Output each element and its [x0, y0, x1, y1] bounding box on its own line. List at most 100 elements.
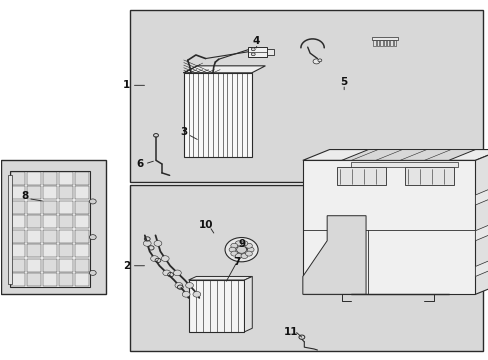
- Bar: [75, 273, 89, 287]
- Bar: [11, 201, 25, 214]
- Bar: [372, 40, 375, 46]
- Bar: [43, 259, 57, 272]
- Bar: [248, 47, 266, 57]
- Bar: [43, 201, 57, 214]
- Bar: [75, 230, 89, 243]
- Circle shape: [173, 270, 181, 276]
- Polygon shape: [302, 149, 488, 160]
- Circle shape: [245, 243, 252, 248]
- Bar: [75, 244, 89, 257]
- Bar: [10, 171, 90, 287]
- Circle shape: [312, 59, 319, 64]
- Bar: [43, 186, 57, 199]
- Circle shape: [251, 48, 255, 51]
- Polygon shape: [183, 66, 265, 73]
- Circle shape: [235, 241, 242, 246]
- Circle shape: [247, 247, 254, 252]
- Circle shape: [241, 241, 247, 246]
- Text: 10: 10: [198, 220, 212, 230]
- Polygon shape: [188, 276, 252, 280]
- Bar: [11, 259, 25, 272]
- Bar: [27, 201, 41, 214]
- Bar: [43, 244, 57, 257]
- Circle shape: [89, 235, 96, 240]
- Circle shape: [193, 292, 201, 297]
- Polygon shape: [474, 223, 488, 241]
- Bar: [11, 172, 25, 185]
- Text: 9: 9: [238, 239, 245, 249]
- Polygon shape: [302, 216, 366, 294]
- Circle shape: [161, 256, 169, 261]
- Bar: [75, 172, 89, 185]
- Text: 11: 11: [283, 327, 297, 337]
- Circle shape: [245, 251, 252, 256]
- Bar: [59, 172, 73, 185]
- Bar: [11, 244, 25, 257]
- Polygon shape: [474, 258, 488, 276]
- Circle shape: [150, 256, 158, 261]
- Circle shape: [251, 53, 255, 56]
- Text: 4: 4: [252, 36, 260, 46]
- Bar: [27, 259, 41, 272]
- Bar: [404, 167, 453, 185]
- Text: 2: 2: [123, 261, 130, 271]
- Circle shape: [235, 253, 242, 258]
- Circle shape: [182, 292, 190, 297]
- Bar: [11, 215, 25, 228]
- Bar: [59, 230, 73, 243]
- Bar: [59, 215, 73, 228]
- Bar: [75, 259, 89, 272]
- Bar: [59, 201, 73, 214]
- Circle shape: [230, 251, 237, 256]
- Polygon shape: [474, 187, 488, 205]
- Text: 5: 5: [340, 77, 347, 87]
- Bar: [383, 40, 385, 46]
- Bar: [27, 273, 41, 287]
- Bar: [43, 230, 57, 243]
- Bar: [130, 10, 482, 182]
- Bar: [11, 186, 25, 199]
- Bar: [351, 162, 458, 167]
- Bar: [43, 215, 57, 228]
- Bar: [59, 186, 73, 199]
- Bar: [27, 172, 41, 185]
- Bar: [336, 167, 385, 185]
- Bar: [59, 273, 73, 287]
- Bar: [1, 160, 106, 294]
- Bar: [266, 49, 273, 55]
- Circle shape: [89, 270, 96, 275]
- Bar: [27, 230, 41, 243]
- Circle shape: [317, 59, 321, 62]
- Bar: [27, 244, 41, 257]
- Bar: [59, 244, 73, 257]
- Circle shape: [143, 240, 151, 246]
- Circle shape: [163, 270, 170, 276]
- Circle shape: [241, 253, 247, 258]
- Text: 3: 3: [180, 127, 187, 137]
- Bar: [376, 40, 378, 46]
- Circle shape: [230, 243, 237, 248]
- Bar: [75, 186, 89, 199]
- Bar: [27, 186, 41, 199]
- Circle shape: [89, 199, 96, 204]
- Bar: [75, 215, 89, 228]
- Bar: [11, 230, 25, 243]
- Text: 1: 1: [123, 80, 130, 90]
- Circle shape: [185, 283, 193, 288]
- Bar: [183, 73, 251, 157]
- Polygon shape: [474, 149, 488, 294]
- Circle shape: [154, 240, 162, 246]
- Bar: [43, 273, 57, 287]
- Bar: [389, 40, 392, 46]
- Bar: [302, 160, 474, 294]
- Text: 7: 7: [233, 257, 241, 267]
- Polygon shape: [341, 149, 474, 160]
- Text: 6: 6: [136, 159, 143, 169]
- Bar: [75, 201, 89, 214]
- Bar: [372, 37, 397, 40]
- Circle shape: [236, 246, 246, 253]
- Bar: [11, 273, 25, 287]
- Circle shape: [228, 247, 235, 252]
- Bar: [379, 40, 382, 46]
- Circle shape: [224, 238, 258, 262]
